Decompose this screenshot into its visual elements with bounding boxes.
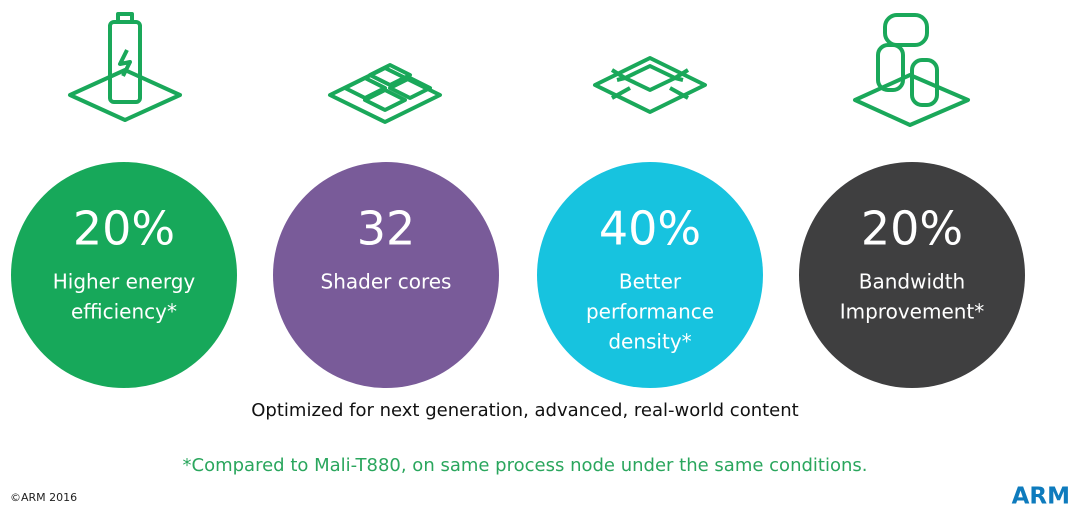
stat-label: efficiency* — [71, 300, 177, 324]
footnote: *Compared to Mali-T880, on same process … — [183, 455, 868, 476]
arm-logo: ARM — [1012, 484, 1070, 510]
copyright: ©ARM 2016 — [10, 491, 77, 504]
stat-circle — [273, 162, 499, 388]
stat-value: 32 — [357, 202, 416, 256]
battery-icon — [68, 12, 182, 122]
stat-label: Bandwidth — [859, 270, 965, 294]
stat-value: 40% — [599, 202, 701, 256]
stat-label: density* — [608, 330, 691, 354]
caption: Optimized for next generation, advanced,… — [251, 400, 798, 421]
density-icon — [593, 56, 707, 114]
stat-circle — [537, 162, 763, 388]
stat-value: 20% — [73, 202, 175, 256]
stat-label: performance — [586, 300, 714, 324]
stat-label: Improvement* — [840, 300, 985, 324]
stat-circle — [11, 162, 237, 388]
stat-label: Better — [619, 270, 682, 294]
stat-circle — [799, 162, 1025, 388]
icons — [68, 12, 970, 127]
bandwidth-icon — [853, 13, 970, 127]
cores-icon — [328, 63, 442, 124]
stat-label: Higher energy — [53, 270, 196, 294]
stat-value: 20% — [861, 202, 963, 256]
stat-label: Shader cores — [321, 270, 452, 294]
